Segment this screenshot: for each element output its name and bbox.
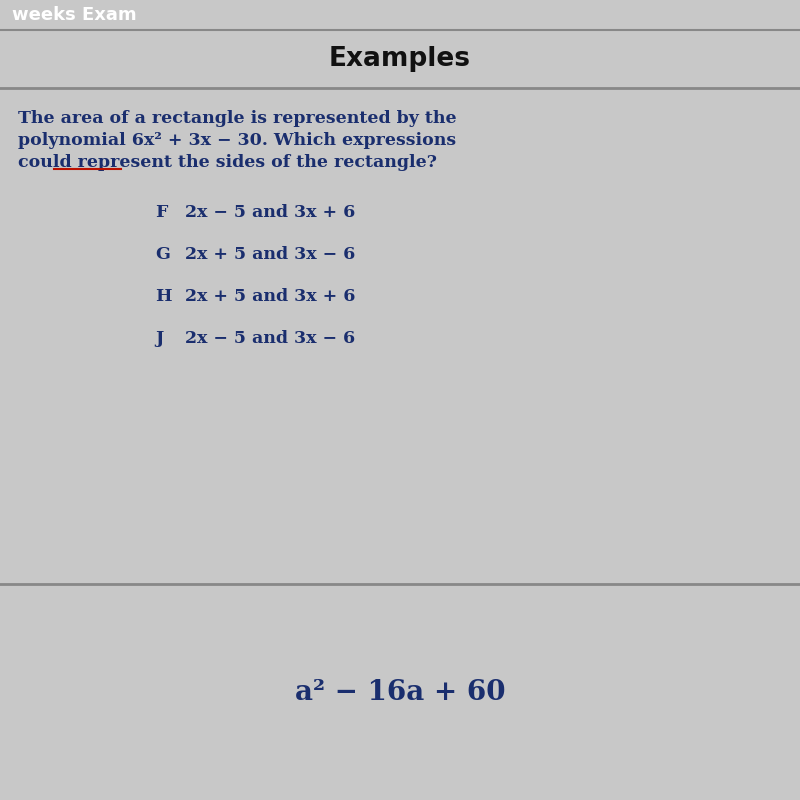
Text: 2x − 5 and 3x − 6: 2x − 5 and 3x − 6: [185, 330, 355, 347]
Text: could represent the sides of the rectangle?: could represent the sides of the rectang…: [18, 154, 437, 171]
Text: a² − 16a + 60: a² − 16a + 60: [294, 678, 506, 706]
Text: H: H: [155, 288, 171, 305]
Text: The area of a rectangle is represented by the: The area of a rectangle is represented b…: [18, 110, 457, 127]
Text: 2x − 5 and 3x + 6: 2x − 5 and 3x + 6: [185, 204, 355, 221]
Text: 2x + 5 and 3x + 6: 2x + 5 and 3x + 6: [185, 288, 355, 305]
Text: weeks Exam: weeks Exam: [12, 6, 137, 24]
Text: 2x + 5 and 3x − 6: 2x + 5 and 3x − 6: [185, 246, 355, 263]
Text: G: G: [155, 246, 170, 263]
Text: F: F: [155, 204, 167, 221]
Text: Examples: Examples: [329, 46, 471, 72]
Text: polynomial 6x² + 3x − 30. Which expressions: polynomial 6x² + 3x − 30. Which expressi…: [18, 132, 456, 149]
Text: J: J: [155, 330, 163, 347]
